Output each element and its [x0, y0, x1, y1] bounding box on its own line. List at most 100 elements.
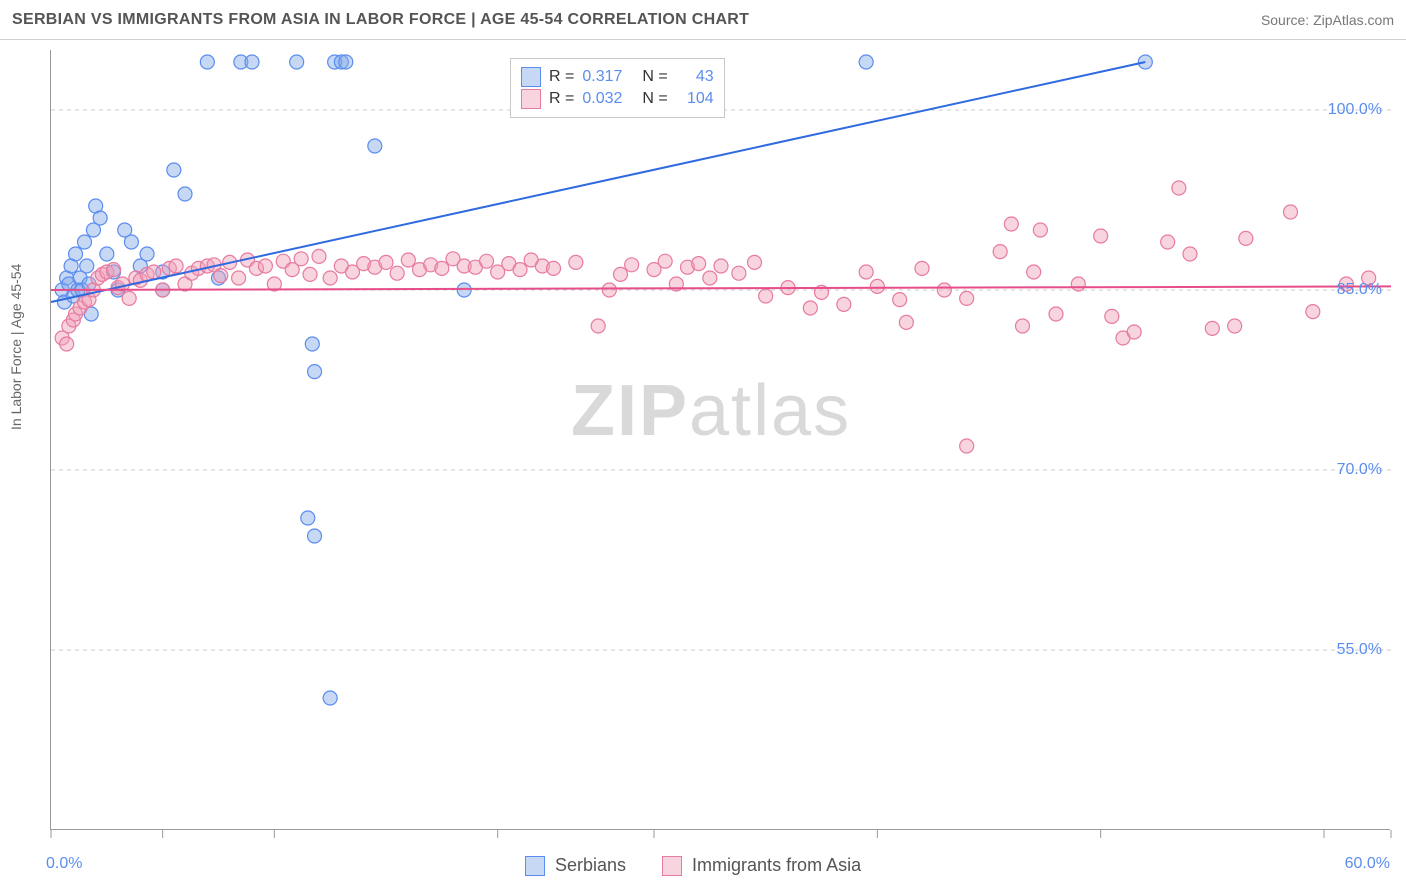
trend-line	[51, 286, 1391, 290]
series-legend: Serbians Immigrants from Asia	[525, 855, 887, 876]
data-point	[859, 265, 873, 279]
data-point	[258, 259, 272, 273]
data-point	[732, 266, 746, 280]
data-point	[379, 255, 393, 269]
data-point	[1284, 205, 1298, 219]
data-point	[80, 259, 94, 273]
data-point	[614, 267, 628, 281]
data-point	[100, 247, 114, 261]
data-point	[323, 271, 337, 285]
data-point	[1027, 265, 1041, 279]
data-point	[1071, 277, 1085, 291]
y-tick-label: 70.0%	[1337, 461, 1382, 479]
data-point	[1161, 235, 1175, 249]
data-point	[305, 337, 319, 351]
data-point	[899, 315, 913, 329]
data-point	[1033, 223, 1047, 237]
legend-n-value: 104	[676, 90, 714, 108]
legend-swatch	[662, 856, 682, 876]
data-point	[167, 163, 181, 177]
data-point	[107, 263, 121, 277]
data-point	[1239, 231, 1253, 245]
x-axis-min-label: 0.0%	[46, 855, 82, 873]
source-label: Source: ZipAtlas.com	[1261, 12, 1394, 28]
data-point	[658, 254, 672, 268]
data-point	[323, 691, 337, 705]
x-axis-max-label: 60.0%	[1345, 855, 1390, 873]
data-point	[368, 139, 382, 153]
data-point	[390, 266, 404, 280]
data-point	[513, 263, 527, 277]
data-point	[837, 297, 851, 311]
data-point	[1205, 321, 1219, 335]
data-point	[245, 55, 259, 69]
legend-series-label: Immigrants from Asia	[692, 855, 861, 876]
data-point	[303, 267, 317, 281]
data-point	[1004, 217, 1018, 231]
data-point	[803, 301, 817, 315]
y-tick-label: 100.0%	[1328, 101, 1382, 119]
data-point	[435, 261, 449, 275]
data-point	[1183, 247, 1197, 261]
data-point	[893, 293, 907, 307]
legend-r-label: R =	[549, 90, 574, 108]
data-point	[547, 261, 561, 275]
data-point	[308, 365, 322, 379]
legend-r-label: R =	[549, 68, 574, 86]
y-tick-label: 55.0%	[1337, 641, 1382, 659]
data-point	[301, 511, 315, 525]
data-point	[703, 271, 717, 285]
data-point	[1172, 181, 1186, 195]
legend-r-value: 0.317	[582, 68, 634, 86]
y-axis-label: In Labor Force | Age 45-54	[8, 264, 24, 430]
legend-swatch	[525, 856, 545, 876]
data-point	[1049, 307, 1063, 321]
data-point	[69, 247, 83, 261]
data-point	[870, 279, 884, 293]
data-point	[714, 259, 728, 273]
data-point	[122, 291, 136, 305]
data-point	[1105, 309, 1119, 323]
data-point	[1094, 229, 1108, 243]
data-point	[140, 247, 154, 261]
chart-svg	[51, 50, 1390, 829]
data-point	[178, 187, 192, 201]
data-point	[692, 257, 706, 271]
data-point	[214, 269, 228, 283]
data-point	[401, 253, 415, 267]
legend-n-label: N =	[642, 90, 667, 108]
data-point	[169, 259, 183, 273]
data-point	[960, 291, 974, 305]
legend-swatch	[521, 67, 541, 87]
data-point	[1228, 319, 1242, 333]
legend-row: R = 0.317 N = 43	[521, 67, 714, 87]
title-bar: SERBIAN VS IMMIGRANTS FROM ASIA IN LABOR…	[0, 0, 1406, 40]
data-point	[1016, 319, 1030, 333]
chart-container: SERBIAN VS IMMIGRANTS FROM ASIA IN LABOR…	[0, 0, 1406, 892]
data-point	[308, 529, 322, 543]
legend-swatch	[521, 89, 541, 109]
legend-r-value: 0.032	[582, 90, 634, 108]
data-point	[457, 283, 471, 297]
legend-n-value: 43	[676, 68, 714, 86]
data-point	[78, 235, 92, 249]
y-tick-label: 85.0%	[1337, 281, 1382, 299]
data-point	[480, 254, 494, 268]
legend-n-label: N =	[642, 68, 667, 86]
data-point	[993, 245, 1007, 259]
data-point	[602, 283, 616, 297]
data-point	[759, 289, 773, 303]
data-point	[312, 249, 326, 263]
data-point	[200, 55, 214, 69]
data-point	[915, 261, 929, 275]
plot-area: ZIPatlas	[50, 50, 1390, 830]
data-point	[937, 283, 951, 297]
data-point	[60, 337, 74, 351]
legend-series-label: Serbians	[555, 855, 626, 876]
data-point	[960, 439, 974, 453]
data-point	[290, 55, 304, 69]
chart-title: SERBIAN VS IMMIGRANTS FROM ASIA IN LABOR…	[12, 11, 749, 29]
data-point	[591, 319, 605, 333]
data-point	[748, 255, 762, 269]
data-point	[147, 265, 161, 279]
